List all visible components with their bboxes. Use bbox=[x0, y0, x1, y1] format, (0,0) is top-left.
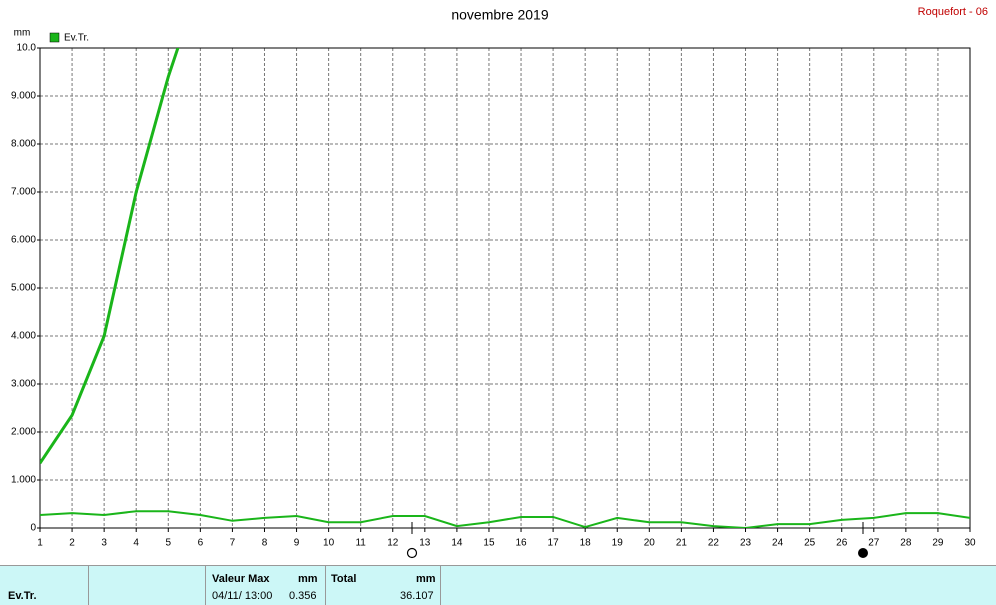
x-tick-label: 6 bbox=[198, 538, 204, 549]
x-tick-label: 29 bbox=[932, 538, 944, 549]
x-tick-label: 24 bbox=[772, 538, 784, 549]
station-name: Roquefort - 06 bbox=[918, 6, 988, 18]
chart-title: novembre 2019 bbox=[451, 7, 549, 23]
x-tick-label: 13 bbox=[419, 538, 431, 549]
x-tick-label: 20 bbox=[644, 538, 656, 549]
x-tick-label: 8 bbox=[262, 538, 268, 549]
x-tick-label: 25 bbox=[804, 538, 816, 549]
header: Valeur Max bbox=[212, 573, 270, 585]
data-line bbox=[40, 510, 970, 528]
x-tick-label: 7 bbox=[230, 538, 236, 549]
header: Total bbox=[331, 573, 357, 585]
max-date: 04/11/ 13:00 bbox=[212, 590, 273, 602]
x-tick-label: 14 bbox=[451, 538, 463, 549]
x-tick-label: 1 bbox=[37, 538, 43, 549]
x-tick-label: 2 bbox=[69, 538, 75, 549]
x-tick-label: 19 bbox=[612, 538, 624, 549]
x-tick-label: 9 bbox=[294, 538, 300, 549]
x-tick-label: 17 bbox=[548, 538, 560, 549]
x-tick-label: 27 bbox=[868, 538, 880, 549]
y-unit: mm bbox=[14, 28, 31, 39]
legend-swatch bbox=[49, 32, 60, 43]
x-tick-label: 4 bbox=[133, 538, 139, 549]
x-tick-label: 23 bbox=[740, 538, 752, 549]
y-tick-label: 7.000 bbox=[11, 187, 36, 198]
x-tick-label: 30 bbox=[964, 538, 976, 549]
divider bbox=[325, 566, 326, 605]
max-value: 0.356 bbox=[289, 590, 317, 602]
y-tick-label: 8.000 bbox=[11, 139, 36, 150]
data-line bbox=[40, 48, 180, 465]
moon-full bbox=[406, 547, 418, 559]
y-tick-label: 2.000 bbox=[11, 427, 36, 438]
x-tick-label: 21 bbox=[676, 538, 688, 549]
y-tick-label: 3.000 bbox=[11, 379, 36, 390]
total-value: 36.107 bbox=[400, 590, 434, 602]
y-tick-label: 4.000 bbox=[11, 331, 36, 342]
row-label: Ev.Tr. bbox=[8, 590, 37, 602]
chart: novembre 2019 Roquefort - 06 mm Ev.Tr. 0… bbox=[11, 6, 988, 559]
y-tick-label: 0 bbox=[30, 523, 36, 534]
header-unit: mm bbox=[298, 573, 318, 585]
x-tick-label: 16 bbox=[515, 538, 527, 549]
y-tick-label: 6.000 bbox=[11, 235, 36, 246]
x-tick-label: 26 bbox=[836, 538, 848, 549]
y-tick-label: 10.0 bbox=[17, 43, 37, 54]
y-tick-label: 9.000 bbox=[11, 91, 36, 102]
divider bbox=[205, 566, 206, 605]
y-tick-label: 5.000 bbox=[11, 283, 36, 294]
x-tick-label: 5 bbox=[165, 538, 171, 549]
x-tick-label: 28 bbox=[900, 538, 912, 549]
x-tick-label: 15 bbox=[483, 538, 495, 549]
divider bbox=[88, 566, 89, 605]
divider bbox=[440, 566, 441, 605]
x-tick-label: 22 bbox=[708, 538, 720, 549]
x-tick-label: 11 bbox=[355, 538, 366, 549]
summary-table: Ev.Tr. Valeur Max mm 04/11/ 13:00 0.356 … bbox=[0, 565, 996, 605]
x-tick-label: 12 bbox=[387, 538, 399, 549]
header-unit: mm bbox=[416, 573, 436, 585]
moon-new bbox=[858, 548, 868, 558]
x-tick-label: 18 bbox=[580, 538, 592, 549]
legend-label: Ev.Tr. bbox=[64, 33, 89, 44]
x-tick-label: 10 bbox=[323, 538, 335, 549]
x-tick-label: 3 bbox=[101, 538, 107, 549]
y-tick-label: 1.000 bbox=[11, 475, 36, 486]
